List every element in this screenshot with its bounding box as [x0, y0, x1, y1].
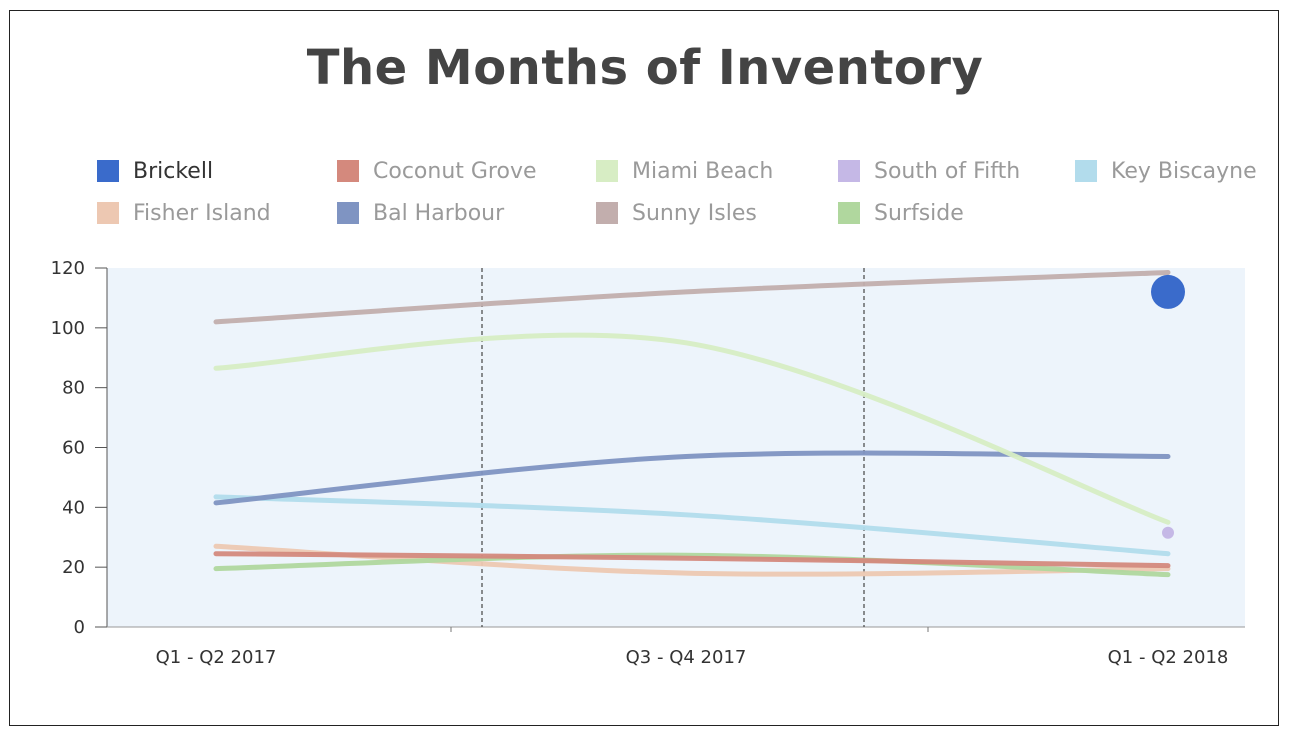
y-tick-label: 80	[62, 378, 85, 399]
legend-label: Bal Harbour	[373, 200, 505, 226]
y-tick-label: 40	[62, 497, 85, 518]
legend-swatch	[337, 202, 359, 224]
legend-swatch	[838, 160, 860, 182]
legend-swatch	[838, 202, 860, 224]
series-line-coconut-grove[interactable]	[213, 551, 1171, 569]
series-line-miami-beach[interactable]	[213, 332, 1171, 525]
legend-swatch	[337, 160, 359, 182]
legend-label: Sunny Isles	[632, 200, 757, 226]
y-tick-label: 0	[74, 617, 85, 638]
legend-swatch	[1075, 160, 1097, 182]
legend-item-south-of-fifth[interactable]: South of Fifth	[838, 158, 1020, 184]
series-line-key-biscayne[interactable]	[213, 494, 1171, 557]
series-line-bal-harbour[interactable]	[213, 450, 1171, 506]
legend-item-fisher-island[interactable]: Fisher Island	[97, 200, 271, 226]
legend-swatch	[596, 160, 618, 182]
legend-item-brickell[interactable]: Brickell	[97, 158, 213, 184]
legend-item-surfside[interactable]: Surfside	[838, 200, 964, 226]
y-tick-label: 120	[51, 258, 85, 279]
x-tick-label: Q3 - Q4 2017	[626, 647, 747, 668]
legend-item-sunny-isles[interactable]: Sunny Isles	[596, 200, 757, 226]
legend-label: Brickell	[133, 158, 214, 184]
legend-item-bal-harbour[interactable]: Bal Harbour	[337, 200, 504, 226]
legend-item-miami-beach[interactable]: Miami Beach	[596, 158, 773, 184]
legend-label: Fisher Island	[133, 200, 271, 226]
series-line-sunny-isles[interactable]	[213, 269, 1171, 325]
legend-item-key-biscayne[interactable]: Key Biscayne	[1075, 158, 1257, 184]
legend-label: Surfside	[874, 200, 964, 226]
data-point-brickell[interactable]	[1151, 274, 1185, 309]
legend-label: Coconut Grove	[373, 158, 537, 184]
legend-swatch	[97, 160, 119, 182]
data-point-south-of-fifth[interactable]	[1162, 526, 1174, 539]
y-tick-label: 100	[51, 318, 85, 339]
legend-item-coconut-grove[interactable]: Coconut Grove	[337, 158, 537, 184]
legend-label: South of Fifth	[874, 158, 1021, 184]
legend-swatch	[97, 202, 119, 224]
legend-label: Key Biscayne	[1111, 158, 1257, 184]
chart-title: The Months of Inventory	[306, 40, 984, 96]
series-line-surfside[interactable]	[213, 552, 1171, 578]
y-tick-label: 20	[62, 557, 85, 578]
legend-swatch	[596, 202, 618, 224]
x-tick-label: Q1 - Q2 2018	[1108, 647, 1229, 668]
x-tick-label: Q1 - Q2 2017	[156, 647, 277, 668]
y-tick-label: 60	[62, 438, 85, 459]
legend-label: Miami Beach	[632, 158, 774, 184]
